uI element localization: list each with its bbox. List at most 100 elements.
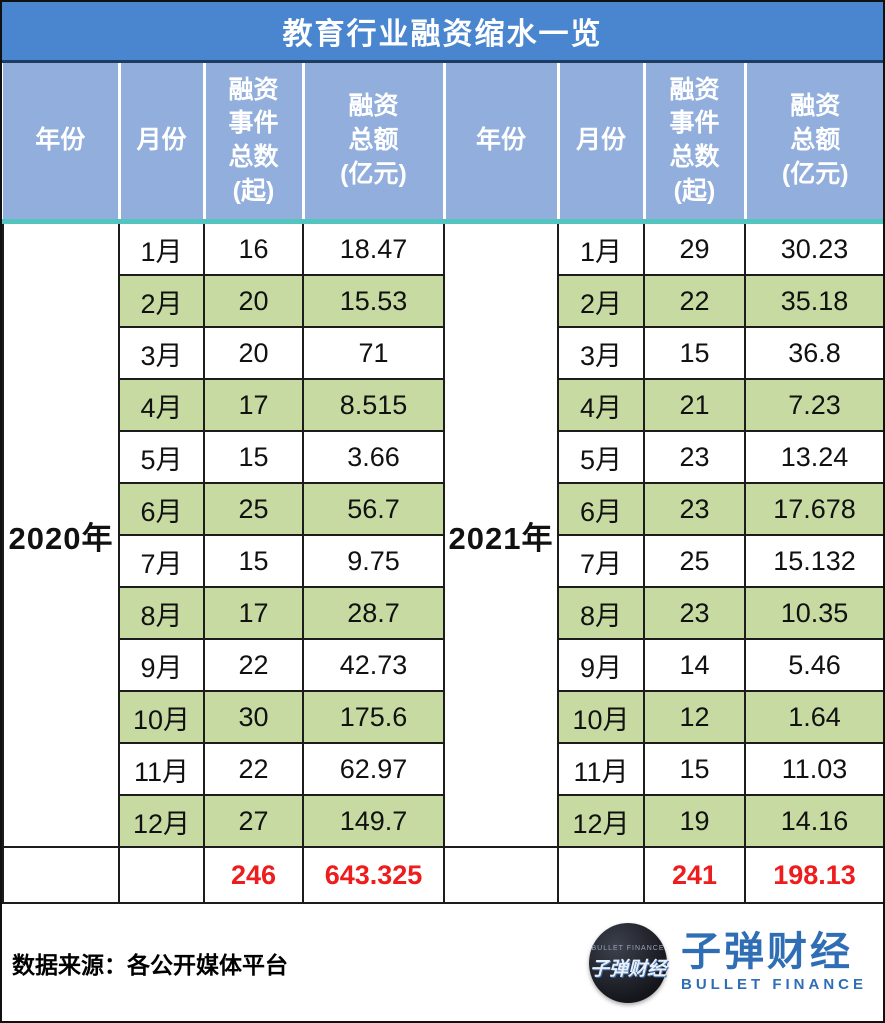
col-header-month-left: 月份 <box>119 63 206 224</box>
totals-month-empty <box>118 846 205 904</box>
total-amount-2021: 198.13 <box>744 846 883 904</box>
table-row: 8月 17 28.7 8月 23 10.35 <box>3 586 883 640</box>
cell-amount: 9.75 <box>302 534 445 588</box>
header-row: 年份 月份 融资事件总数(起) 融资总额(亿元) 年份 月份 融资事件总数(起)… <box>3 63 883 224</box>
page-title: 教育行业融资缩水一览 <box>282 18 603 51</box>
cell-count: 25 <box>203 482 304 536</box>
cell-month: 6月 <box>118 482 205 536</box>
cell-amount: 175.6 <box>302 690 445 744</box>
cell-count: 25 <box>643 534 746 588</box>
cell-count: 23 <box>643 482 746 536</box>
cell-count: 12 <box>643 690 746 744</box>
cell-amount: 15.53 <box>302 274 445 328</box>
cell-amount: 3.66 <box>302 430 445 484</box>
cell-count: 22 <box>643 274 746 328</box>
cell-month: 8月 <box>557 586 645 640</box>
cell-month: 1月 <box>118 220 205 276</box>
cell-amount: 36.8 <box>744 326 883 380</box>
cell-amount: 11.03 <box>744 742 883 796</box>
cell-month: 11月 <box>118 742 205 796</box>
cell-count: 27 <box>203 794 304 848</box>
cell-month: 10月 <box>118 690 205 744</box>
total-count-2020: 246 <box>203 846 304 904</box>
cell-month: 2月 <box>557 274 645 328</box>
cell-amount: 56.7 <box>302 482 445 536</box>
cell-amount: 30.23 <box>744 220 883 276</box>
totals-month-empty <box>557 846 645 904</box>
financing-table: 年份 月份 融资事件总数(起) 融资总额(亿元) 年份 月份 融资事件总数(起)… <box>2 63 883 904</box>
bullet-finance-logo-icon: BULLET FINANCE 子弹财经 <box>589 922 667 1003</box>
cell-month: 12月 <box>118 794 205 848</box>
cell-count: 21 <box>643 378 746 432</box>
cell-amount: 14.16 <box>744 794 883 848</box>
cell-amount: 71 <box>302 326 445 380</box>
totals-year-empty <box>443 846 559 904</box>
logo-circle-wordmark: 子弹财经 <box>589 958 666 980</box>
cell-amount: 42.73 <box>302 638 445 692</box>
col-header-amount-right: 融资总额(亿元) <box>745 63 883 224</box>
footer: 数据来源：各公开媒体平台 BULLET FINANCE 子弹财经 子弹财经 BU… <box>2 904 883 1021</box>
col-header-count-left: 融资事件总数(起) <box>204 63 305 224</box>
cell-month: 5月 <box>557 430 645 484</box>
table-row: 9月 22 42.73 9月 14 5.46 <box>3 638 883 692</box>
cell-amount: 13.24 <box>744 430 883 484</box>
cell-month: 7月 <box>118 534 205 588</box>
cell-month: 4月 <box>557 378 645 432</box>
cell-month: 1月 <box>557 220 645 276</box>
cell-amount: 5.46 <box>744 638 883 692</box>
cell-count: 17 <box>203 378 304 432</box>
cell-amount: 35.18 <box>744 274 883 328</box>
total-count-2021: 241 <box>643 846 746 904</box>
title-bar: 教育行业融资缩水一览 <box>2 2 883 63</box>
cell-month: 5月 <box>118 430 205 484</box>
cell-month: 3月 <box>557 326 645 380</box>
cell-amount: 8.515 <box>302 378 445 432</box>
cell-amount: 15.132 <box>744 534 883 588</box>
cell-month: 11月 <box>557 742 645 796</box>
cell-month: 10月 <box>557 690 645 744</box>
table-row: 7月 15 9.75 7月 25 15.132 <box>3 534 883 588</box>
cell-count: 23 <box>643 586 746 640</box>
cell-month: 4月 <box>118 378 205 432</box>
cell-month: 9月 <box>557 638 645 692</box>
cell-amount: 18.47 <box>302 220 445 276</box>
cell-month: 8月 <box>118 586 205 640</box>
table-row: 2020年 1月 16 18.47 2021年 1月 29 30.23 <box>2 220 883 848</box>
data-source-label: 数据来源：各公开媒体平台 <box>12 951 288 978</box>
cell-amount: 17.678 <box>744 482 883 536</box>
year-cell-2021: 2021年 <box>443 220 559 848</box>
table-row: 5月 15 3.66 5月 23 13.24 <box>3 430 883 484</box>
logo-name-chinese: 子弹财经 <box>681 930 853 974</box>
cell-amount: 7.23 <box>744 378 883 432</box>
cell-count: 14 <box>643 638 746 692</box>
cell-month: 2月 <box>118 274 205 328</box>
cell-count: 15 <box>203 534 304 588</box>
cell-month: 6月 <box>557 482 645 536</box>
cell-count: 17 <box>203 586 304 640</box>
logo-circle-caption: BULLET FINANCE <box>591 944 665 952</box>
table-row: 4月 17 8.515 4月 21 7.23 <box>3 378 883 432</box>
logo-name-english: BULLET FINANCE <box>681 976 867 993</box>
cell-month: 12月 <box>557 794 645 848</box>
cell-count: 19 <box>643 794 746 848</box>
cell-count: 29 <box>643 220 746 276</box>
totals-year-empty <box>2 846 120 904</box>
cell-count: 23 <box>643 430 746 484</box>
year-cell-2020: 2020年 <box>2 220 120 848</box>
table-row: 12月 27 149.7 12月 19 14.16 <box>3 794 883 848</box>
cell-count: 15 <box>643 326 746 380</box>
table-row: 3月 20 71 3月 15 36.8 <box>3 326 883 380</box>
cell-amount: 10.35 <box>744 586 883 640</box>
cell-count: 22 <box>203 638 304 692</box>
cell-amount: 149.7 <box>302 794 445 848</box>
table-row: 11月 22 62.97 11月 15 11.03 <box>3 742 883 796</box>
table-row: 6月 25 56.7 6月 23 17.678 <box>3 482 883 536</box>
cell-amount: 62.97 <box>302 742 445 796</box>
cell-count: 15 <box>643 742 746 796</box>
cell-month: 7月 <box>557 534 645 588</box>
cell-count: 30 <box>203 690 304 744</box>
col-header-year-right: 年份 <box>444 63 560 224</box>
cell-count: 20 <box>203 326 304 380</box>
cell-month: 9月 <box>118 638 205 692</box>
